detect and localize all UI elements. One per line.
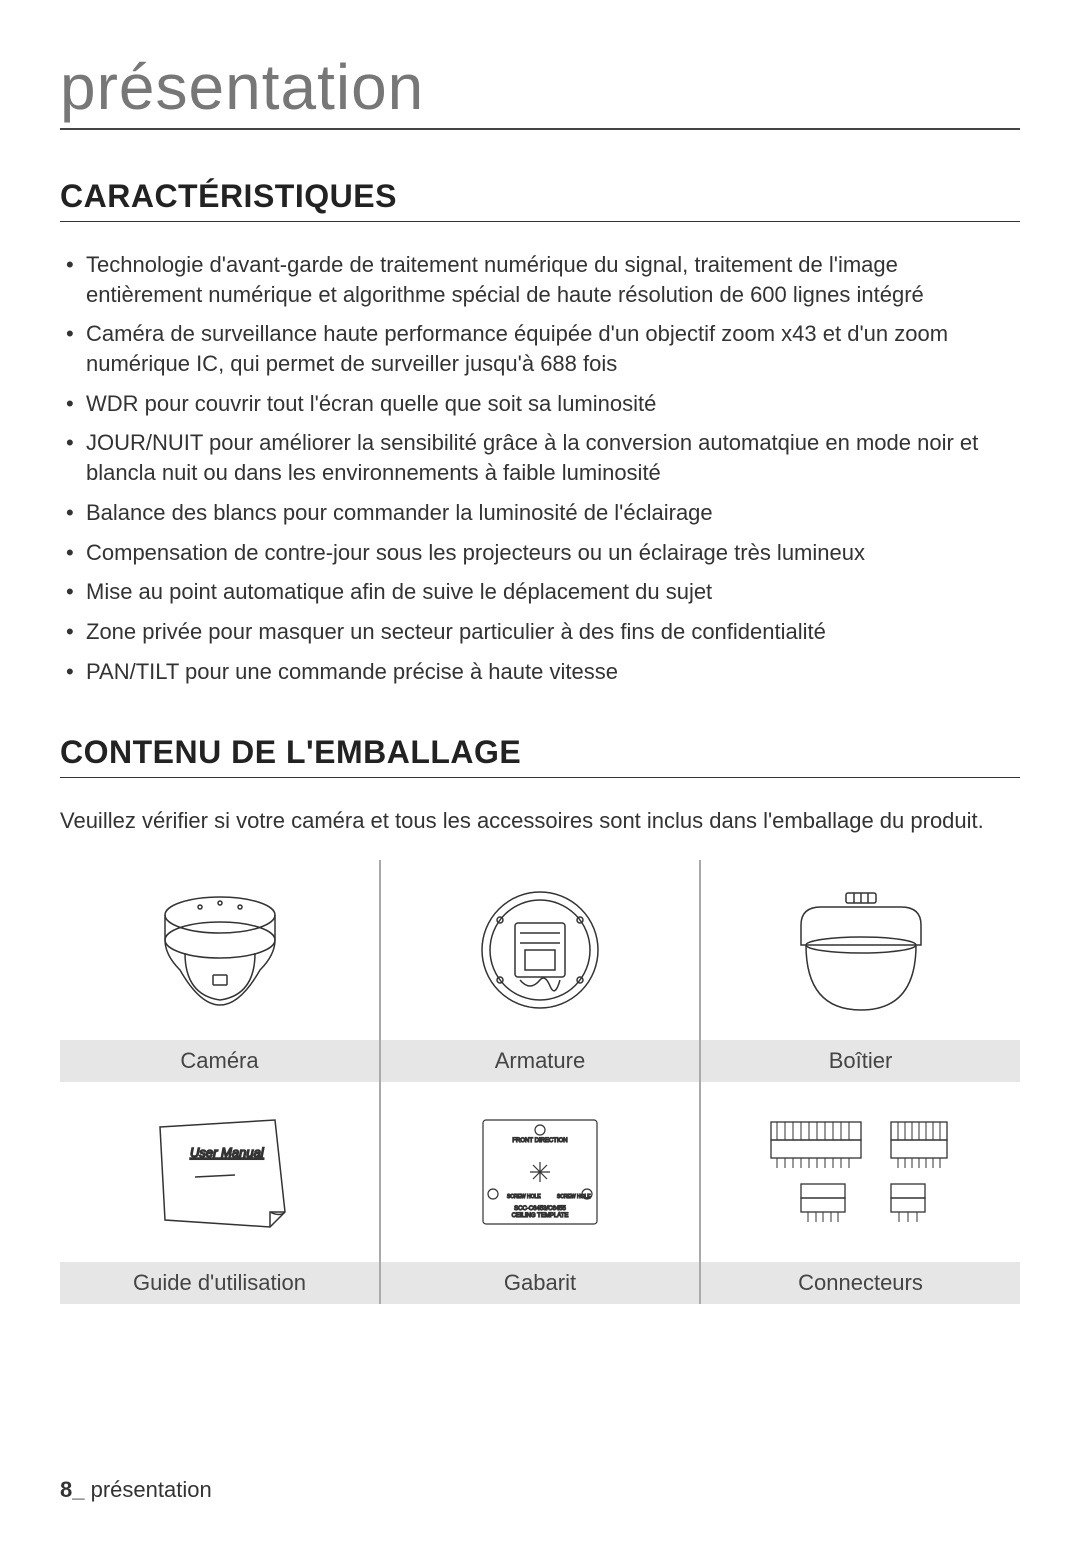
package-label: Boîtier bbox=[701, 1040, 1020, 1082]
package-heading: CONTENU DE L'EMBALLAGE bbox=[60, 734, 1020, 778]
manual-illustration: User Manual bbox=[60, 1082, 379, 1262]
package-cell-housing: Boîtier bbox=[700, 860, 1020, 1082]
package-cell-connectors: Connecteurs bbox=[700, 1082, 1020, 1304]
svg-text:SCC-C6453/C6455: SCC-C6453/C6455 bbox=[514, 1206, 566, 1212]
feature-item: Compensation de contre-jour sous les pro… bbox=[60, 538, 1020, 568]
features-heading: CARACTÉRISTIQUES bbox=[60, 178, 1020, 222]
feature-item: JOUR/NUIT pour améliorer la sensibilité … bbox=[60, 428, 1020, 487]
features-list: Technologie d'avant-garde de traitement … bbox=[60, 250, 1020, 686]
camera-illustration bbox=[60, 860, 379, 1040]
connectors-illustration bbox=[701, 1082, 1020, 1262]
package-label: Gabarit bbox=[381, 1262, 699, 1304]
feature-item: Balance des blancs pour commander la lum… bbox=[60, 498, 1020, 528]
feature-item: Technologie d'avant-garde de traitement … bbox=[60, 250, 1020, 309]
feature-item: Zone privée pour masquer un secteur part… bbox=[60, 617, 1020, 647]
package-label: Guide d'utilisation bbox=[60, 1262, 379, 1304]
page-title: présentation bbox=[60, 50, 1020, 130]
feature-item: Caméra de surveillance haute performance… bbox=[60, 319, 1020, 378]
feature-item: PAN/TILT pour une commande précise à hau… bbox=[60, 657, 1020, 687]
footer-text: présentation bbox=[91, 1477, 212, 1502]
package-label: Armature bbox=[381, 1040, 699, 1082]
package-grid: Caméra bbox=[60, 860, 1020, 1304]
connectors-icon bbox=[751, 1102, 971, 1242]
svg-text:CEILING TEMPLATE: CEILING TEMPLATE bbox=[512, 1213, 569, 1219]
page-footer: 8_ présentation bbox=[60, 1477, 212, 1503]
package-cell-camera: Caméra bbox=[60, 860, 380, 1082]
document-page: présentation CARACTÉRISTIQUES Technologi… bbox=[0, 0, 1080, 1543]
housing-icon bbox=[776, 875, 946, 1025]
camera-icon bbox=[145, 875, 295, 1025]
housing-illustration bbox=[701, 860, 1020, 1040]
package-cell-armature: Armature bbox=[380, 860, 700, 1082]
feature-item: WDR pour couvrir tout l'écran quelle que… bbox=[60, 389, 1020, 419]
template-icon: FRONT DIRECTION SCREW HOLE SCREW HOLE SC… bbox=[465, 1102, 615, 1242]
package-cell-manual: User Manual Guide d'utilisation bbox=[60, 1082, 380, 1304]
manual-icon: User Manual bbox=[135, 1102, 305, 1242]
package-label: Caméra bbox=[60, 1040, 379, 1082]
armature-icon bbox=[465, 875, 615, 1025]
armature-illustration bbox=[381, 860, 699, 1040]
svg-text:SCREW HOLE: SCREW HOLE bbox=[557, 1194, 591, 1200]
package-cell-template: FRONT DIRECTION SCREW HOLE SCREW HOLE SC… bbox=[380, 1082, 700, 1304]
package-label: Connecteurs bbox=[701, 1262, 1020, 1304]
manual-text: User Manual bbox=[190, 1145, 265, 1160]
template-illustration: FRONT DIRECTION SCREW HOLE SCREW HOLE SC… bbox=[381, 1082, 699, 1262]
svg-text:FRONT DIRECTION: FRONT DIRECTION bbox=[512, 1138, 567, 1144]
feature-item: Mise au point automatique afin de suive … bbox=[60, 577, 1020, 607]
page-number: 8_ bbox=[60, 1477, 84, 1502]
svg-text:SCREW HOLE: SCREW HOLE bbox=[507, 1194, 541, 1200]
package-intro: Veuillez vérifier si votre caméra et tou… bbox=[60, 806, 1020, 836]
